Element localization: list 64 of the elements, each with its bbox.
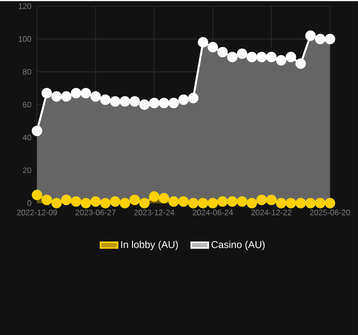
point <box>314 34 326 44</box>
point <box>295 198 306 208</box>
point <box>246 52 258 62</box>
point <box>246 198 258 208</box>
point <box>51 198 62 208</box>
point <box>266 194 277 206</box>
point <box>256 52 267 62</box>
point <box>139 198 150 208</box>
point <box>41 194 52 206</box>
point <box>61 91 72 102</box>
point <box>276 54 286 66</box>
point <box>295 58 306 69</box>
point <box>236 48 248 59</box>
point <box>70 88 82 98</box>
point <box>168 196 180 207</box>
point <box>61 194 72 206</box>
point <box>208 42 218 52</box>
point <box>276 198 286 208</box>
point <box>120 198 130 208</box>
point <box>41 88 52 98</box>
point <box>32 190 42 200</box>
point <box>139 99 150 110</box>
point <box>217 196 228 207</box>
point <box>70 196 82 207</box>
point <box>178 196 189 207</box>
point <box>148 98 160 108</box>
point <box>100 94 111 105</box>
point <box>217 46 228 58</box>
point <box>80 88 92 98</box>
point <box>129 194 140 206</box>
point <box>129 96 140 107</box>
point <box>227 52 238 62</box>
point <box>208 198 218 208</box>
point <box>188 92 199 104</box>
point <box>100 198 111 208</box>
point <box>227 196 238 207</box>
point <box>198 36 208 48</box>
point <box>148 191 160 202</box>
point <box>168 98 180 108</box>
point <box>110 96 120 107</box>
point <box>286 52 296 62</box>
point <box>178 94 189 105</box>
point <box>256 194 267 206</box>
point <box>305 30 316 41</box>
point <box>90 91 101 102</box>
point <box>188 198 199 208</box>
point <box>32 126 42 136</box>
point <box>266 52 277 62</box>
legend-label: In lobby (AU) <box>121 240 178 250</box>
point <box>236 196 248 207</box>
point <box>120 96 130 107</box>
point <box>90 196 101 207</box>
point <box>324 34 336 44</box>
legend-label: Casino (AU) <box>212 240 265 250</box>
point <box>314 198 326 208</box>
point <box>286 198 296 208</box>
point <box>198 198 208 208</box>
point <box>80 198 92 208</box>
point <box>51 91 62 102</box>
point <box>158 98 170 108</box>
point <box>324 198 336 208</box>
point <box>110 196 120 207</box>
point <box>305 198 316 208</box>
point <box>158 192 170 204</box>
